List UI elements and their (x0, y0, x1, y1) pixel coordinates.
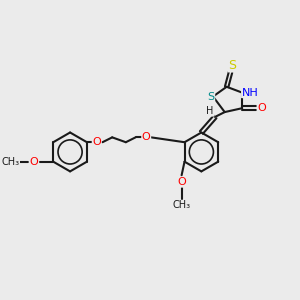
Text: O: O (257, 103, 266, 113)
Text: H: H (206, 106, 214, 116)
Text: S: S (229, 59, 236, 72)
Text: O: O (177, 177, 186, 187)
Text: O: O (92, 137, 101, 147)
Text: NH: NH (242, 88, 258, 98)
Text: O: O (142, 132, 151, 142)
Text: CH₃: CH₃ (2, 157, 20, 167)
Text: S: S (208, 92, 215, 101)
Text: CH₃: CH₃ (172, 200, 191, 210)
Text: O: O (29, 157, 38, 167)
